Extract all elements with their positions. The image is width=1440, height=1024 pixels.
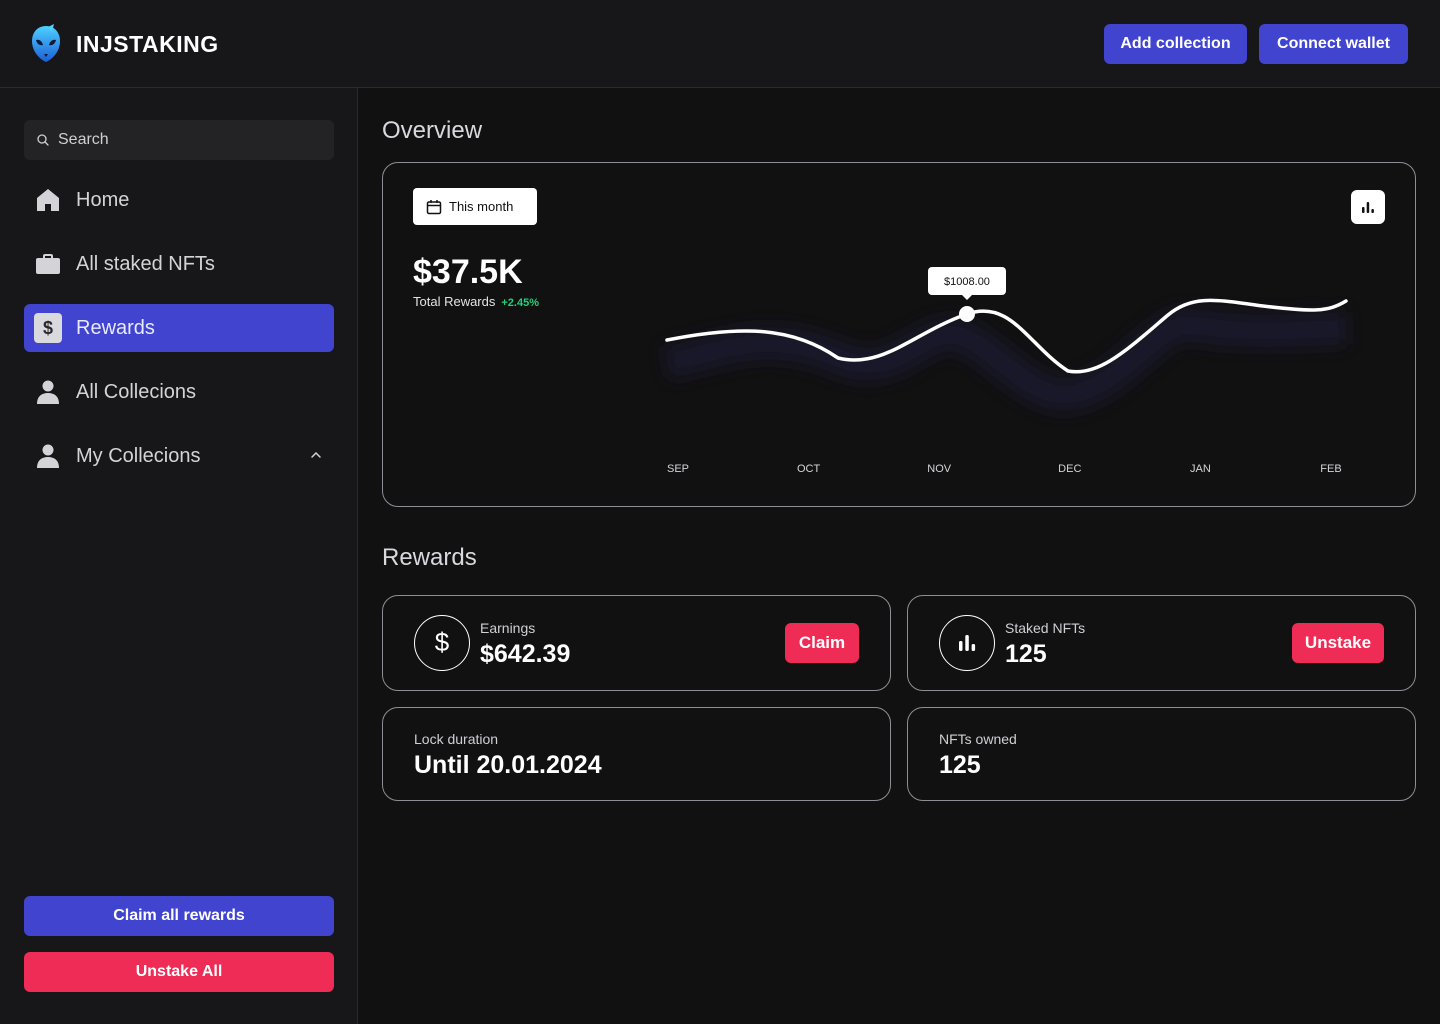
- chart-tooltip: $1008.00: [928, 267, 1006, 300]
- top-header: INJSTAKING Add collection Connect wallet: [0, 0, 1440, 88]
- earnings-card: $ Earnings $642.39 Claim: [382, 595, 891, 691]
- x-axis-label-feb: FEB: [1320, 463, 1341, 475]
- brand-name: INJSTAKING: [76, 30, 219, 57]
- user-icon: [34, 442, 62, 470]
- x-axis-labels: SEP OCT NOV DEC JAN FEB: [667, 463, 1342, 475]
- dollar-icon: $: [34, 313, 62, 343]
- total-rewards-caption: Total Rewards: [413, 294, 496, 309]
- home-icon: [34, 186, 62, 214]
- nfts-owned-card: NFTs owned 125: [907, 707, 1416, 801]
- staked-nfts-label: Staked NFTs: [1005, 620, 1086, 636]
- brand-logo[interactable]: INJSTAKING: [30, 24, 219, 64]
- overview-title: Overview: [382, 117, 483, 144]
- staked-nfts-card: Staked NFTs 125 Unstake: [907, 595, 1416, 691]
- rewards-title: Rewards: [382, 544, 477, 571]
- sidebar-item-my-collecions[interactable]: My Collecions: [24, 432, 334, 480]
- x-axis-label-nov: NOV: [927, 463, 952, 475]
- nfts-owned-value: 125: [939, 751, 981, 779]
- total-rewards-value: $37.5K: [413, 253, 523, 291]
- x-axis-label-sep: SEP: [667, 463, 689, 475]
- sidebar: Home All staked NFTs $ Rewards All Colle…: [0, 88, 358, 1024]
- sidebar-item-label: My Collecions: [76, 444, 201, 467]
- unstake-button[interactable]: Unstake: [1292, 623, 1384, 663]
- earnings-label: Earnings: [480, 620, 536, 636]
- sidebar-item-label: All staked NFTs: [76, 252, 215, 275]
- unstake-all-button[interactable]: Unstake All: [24, 952, 334, 992]
- sidebar-item-rewards[interactable]: $ Rewards: [24, 304, 334, 352]
- bar-chart-icon: [1362, 202, 1374, 213]
- lock-duration-label: Lock duration: [414, 731, 499, 747]
- calendar-icon: [426, 199, 442, 214]
- add-collection-button[interactable]: Add collection: [1104, 24, 1247, 64]
- connect-wallet-button[interactable]: Connect wallet: [1259, 24, 1408, 64]
- user-icon: [34, 378, 62, 406]
- dollar-circle-icon: $: [414, 615, 470, 671]
- tooltip-value: $1008.00: [944, 276, 990, 288]
- lock-duration-card: Lock duration Until 20.01.2024: [382, 707, 891, 801]
- staked-nfts-value: 125: [1005, 640, 1047, 668]
- sidebar-item-home[interactable]: Home: [24, 176, 334, 224]
- period-label: This month: [449, 199, 514, 214]
- claim-button[interactable]: Claim: [785, 623, 859, 663]
- search-icon: [37, 134, 49, 146]
- search-box[interactable]: [24, 120, 334, 160]
- chart-line: [665, 298, 1348, 374]
- line-shadow: [663, 308, 1347, 412]
- rewards-line-chart: $1008.00 SEP OCT NOV DEC JAN FEB: [663, 267, 1348, 475]
- highlight-point[interactable]: [959, 306, 975, 322]
- sidebar-item-all-collecions[interactable]: All Collecions: [24, 368, 334, 416]
- nfts-owned-label: NFTs owned: [939, 731, 1017, 747]
- sidebar-item-all-staked-nfts[interactable]: All staked NFTs: [24, 240, 334, 288]
- briefcase-icon: [34, 250, 62, 278]
- sidebar-item-label: All Collecions: [76, 380, 197, 403]
- search-input[interactable]: [58, 131, 308, 149]
- sidebar-item-label: Home: [76, 188, 130, 211]
- svg-text:$: $: [435, 629, 450, 657]
- earnings-value: $642.39: [480, 640, 571, 668]
- sidebar-item-label: Rewards: [76, 316, 155, 339]
- period-selector-button[interactable]: This month: [413, 188, 537, 225]
- lock-duration-value: Until 20.01.2024: [414, 751, 602, 779]
- x-axis-label-dec: DEC: [1058, 463, 1081, 475]
- bar-chart-circle-icon: [939, 615, 995, 671]
- chevron-up-icon[interactable]: [310, 449, 322, 461]
- x-axis-label-oct: OCT: [797, 463, 821, 475]
- x-axis-label-jan: JAN: [1190, 463, 1211, 475]
- overview-card: This month $37.5K Total Rewards +2.45% $1…: [382, 162, 1416, 507]
- alien-mask-icon: [32, 24, 60, 62]
- total-rewards-label: Total Rewards +2.45%: [413, 294, 539, 309]
- claim-all-rewards-button[interactable]: Claim all rewards: [24, 896, 334, 936]
- chart-type-button[interactable]: [1351, 190, 1385, 224]
- total-rewards-change: +2.45%: [501, 297, 539, 309]
